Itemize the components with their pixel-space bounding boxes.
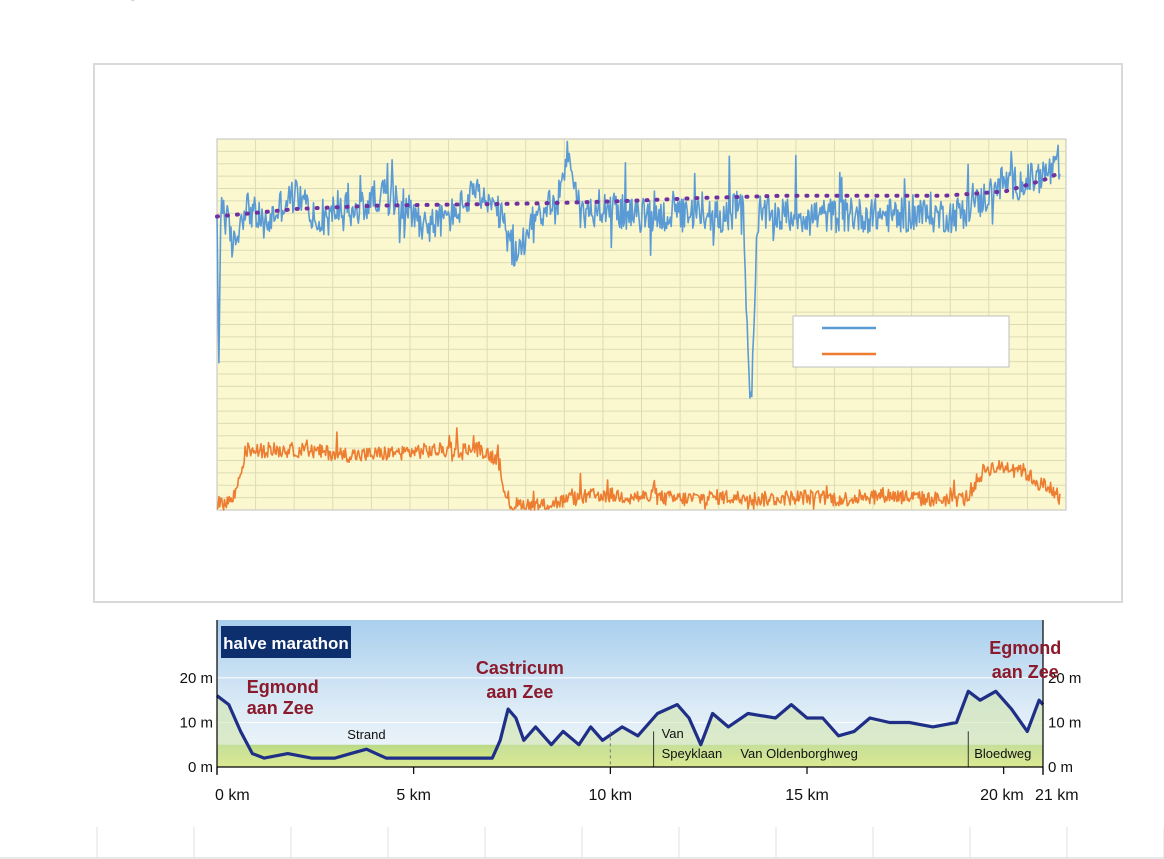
y-tick-label-left: 20 m: [180, 670, 213, 687]
elevation-area: [217, 691, 1043, 767]
place-label: Castricum: [476, 658, 564, 678]
street-label: Speyklaan: [662, 746, 723, 761]
badge-background: [221, 626, 351, 658]
x-tick-label: 5 km: [396, 787, 431, 804]
street-label: Strand: [347, 727, 385, 742]
place-label: aan Zee: [247, 698, 314, 718]
trendline-dotted: [215, 170, 1062, 219]
y-tick-label-left: 10 m: [180, 714, 213, 731]
legend-box: [792, 315, 1010, 368]
y-tick-label-right: 10 m: [1048, 714, 1081, 731]
x-tick-label: 0 km: [215, 787, 250, 804]
place-label: aan Zee: [992, 662, 1059, 682]
badge-label: halve marathon: [223, 634, 349, 653]
bottom-ruler: [0, 827, 1164, 859]
street-label: Bloedweg: [974, 746, 1031, 761]
x-tick-label: 20 km: [980, 787, 1024, 804]
x-tick-label: 21 km: [1035, 787, 1079, 804]
place-label: Egmond: [247, 677, 319, 697]
y-tick-label-right: 20 m: [1048, 670, 1081, 687]
place-label: Egmond: [989, 638, 1061, 658]
plot-series-group: [215, 140, 1062, 511]
y-tick-label-left: 0 m: [188, 759, 213, 776]
series-line-3: [216, 427, 1061, 511]
street-label: Van Oldenborghweg: [740, 746, 858, 761]
x-tick-label: 10 km: [589, 787, 633, 804]
x-tick-label: 15 km: [785, 787, 829, 804]
elevation-line: [216, 689, 1045, 760]
series-line-1: [216, 140, 1061, 399]
y-tick-label-right: 0 m: [1048, 759, 1073, 776]
legend: [792, 315, 1010, 368]
place-label: aan Zee: [486, 682, 553, 702]
street-label: Van: [662, 726, 684, 741]
